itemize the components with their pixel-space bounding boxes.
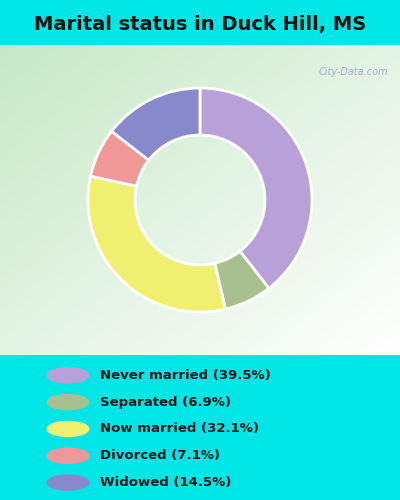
- Circle shape: [47, 448, 89, 464]
- Text: Divorced (7.1%): Divorced (7.1%): [100, 450, 220, 462]
- Wedge shape: [88, 176, 226, 312]
- Text: Widowed (14.5%): Widowed (14.5%): [100, 476, 231, 489]
- Circle shape: [47, 422, 89, 436]
- Circle shape: [47, 475, 89, 490]
- Wedge shape: [215, 251, 269, 309]
- Circle shape: [47, 368, 89, 383]
- Text: City-Data.com: City-Data.com: [318, 66, 388, 76]
- Text: Marital status in Duck Hill, MS: Marital status in Duck Hill, MS: [34, 15, 366, 34]
- Text: Separated (6.9%): Separated (6.9%): [100, 396, 231, 408]
- Wedge shape: [90, 132, 149, 186]
- Circle shape: [47, 394, 89, 409]
- Wedge shape: [112, 88, 200, 160]
- Text: Now married (32.1%): Now married (32.1%): [100, 422, 259, 436]
- Wedge shape: [200, 88, 312, 288]
- Text: Never married (39.5%): Never married (39.5%): [100, 369, 271, 382]
